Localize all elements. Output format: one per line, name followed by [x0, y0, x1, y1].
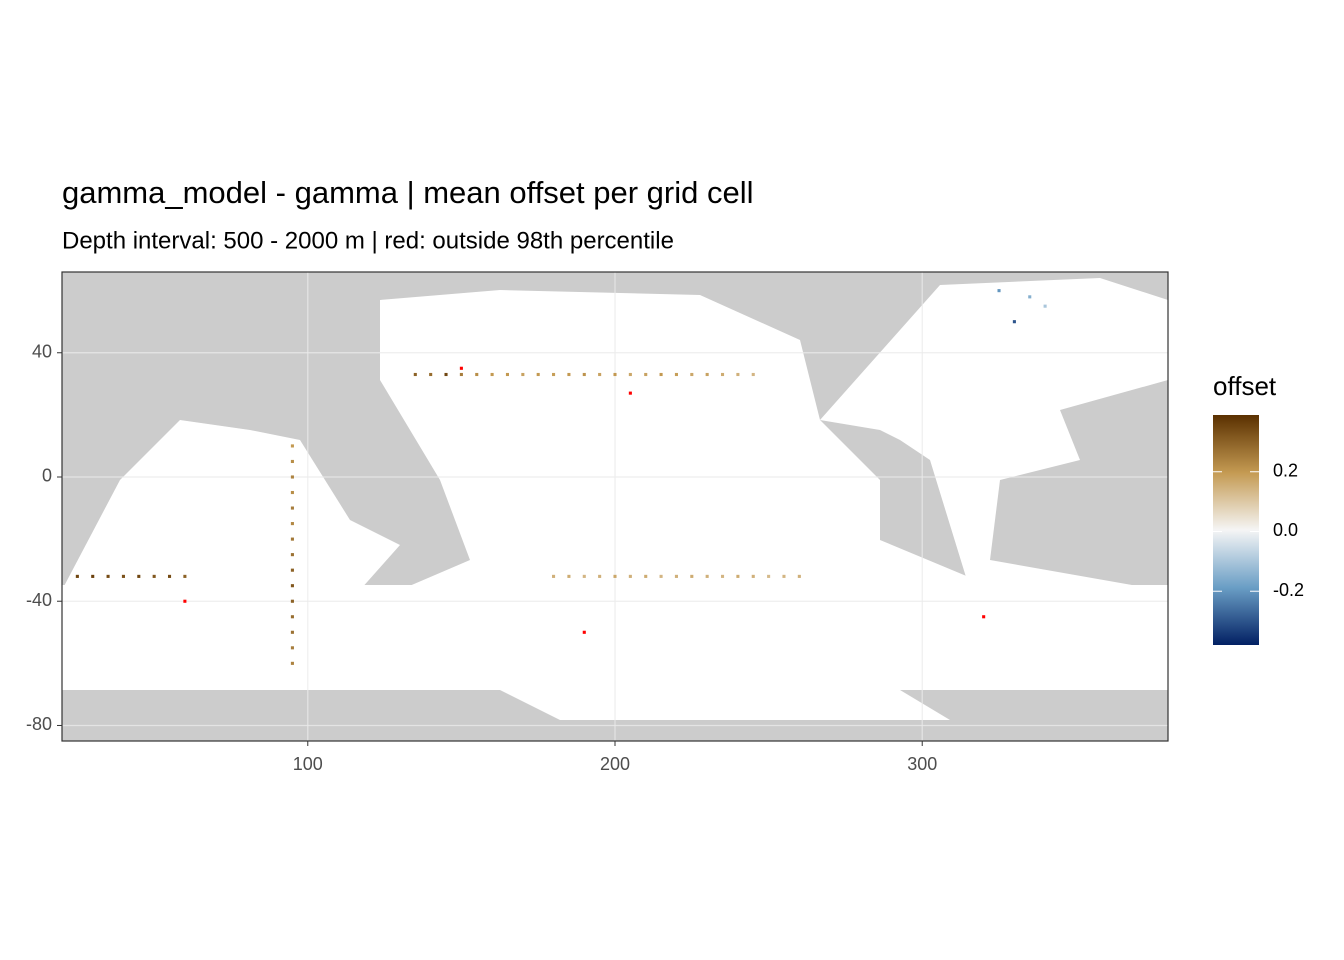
indian-ocean [62, 420, 400, 590]
grid-cell [152, 574, 156, 578]
grid-cell [290, 584, 294, 588]
grid-cell [552, 372, 556, 377]
grid-cell [674, 574, 678, 578]
grid-cell [705, 574, 709, 578]
grid-cell [628, 391, 632, 395]
x-tick-label: 100 [293, 754, 323, 774]
grid-cell [183, 574, 187, 578]
grid-cell [290, 490, 294, 495]
grid-cell [290, 630, 294, 634]
cells [75, 289, 1047, 665]
grid-cell [736, 574, 740, 578]
grid-cell [536, 372, 540, 377]
colorbar [1213, 415, 1259, 645]
grid-cell [290, 522, 294, 526]
grid-cell [644, 372, 648, 377]
grid [62, 272, 1168, 741]
grid-cell [690, 372, 694, 377]
grid-cell [613, 574, 617, 578]
grid-cell [91, 574, 95, 578]
grid-cell [490, 372, 494, 377]
grid-cell [1043, 304, 1047, 308]
grid-cell [751, 574, 755, 578]
grid-cell [290, 646, 294, 650]
grid-cell [628, 372, 632, 377]
y-tick-label: -80 [26, 714, 52, 734]
grid-cell [598, 574, 602, 578]
grid-cell [505, 372, 510, 377]
grid-cell [167, 574, 172, 578]
grid-cell [736, 372, 740, 377]
grid-cell [705, 372, 709, 377]
grid-cell [475, 372, 479, 377]
grid-cell [290, 444, 294, 448]
grid-cell [644, 574, 648, 578]
chart-subtitle: Depth interval: 500 - 2000 m | red: outs… [62, 227, 674, 254]
grid-cell [121, 574, 125, 578]
grid-cell [582, 574, 586, 578]
grid-cell [459, 372, 463, 377]
grid-cell [598, 372, 602, 377]
grid-cell [720, 574, 725, 578]
grid-cell [429, 372, 433, 377]
grid-cell [751, 372, 755, 377]
grid-cell [552, 574, 556, 578]
grid-cell [183, 599, 187, 603]
y-tick-label: 40 [32, 342, 52, 362]
grid-cell [290, 537, 294, 541]
legend: 0.2 0.0 -0.2 [1213, 461, 1304, 600]
colorbar-label: 0.2 [1273, 461, 1298, 481]
grid-cell [413, 372, 417, 377]
grid-cell [567, 574, 571, 578]
grid-cell [290, 506, 294, 510]
grid-cell [582, 630, 586, 634]
grid-cell [1012, 320, 1016, 324]
grid-cell [290, 459, 294, 464]
y-tick-label: 0 [42, 466, 52, 486]
pacific-ocean [380, 290, 1000, 590]
grid-cell [690, 574, 694, 578]
grid-cell [767, 574, 771, 578]
grid-cell [290, 475, 294, 479]
grid-cell [982, 615, 986, 619]
grid-cell [290, 661, 294, 665]
grid-cell [290, 599, 294, 603]
chart-title: gamma_model - gamma | mean offset per gr… [62, 175, 754, 210]
grid-cell [720, 372, 725, 377]
grid-cell [797, 574, 801, 578]
grid-cell [459, 366, 463, 370]
grid-cell [1028, 295, 1032, 299]
legend-title: offset [1213, 371, 1277, 401]
grid-cell [659, 372, 663, 377]
x-tick-label: 200 [600, 754, 630, 774]
grid-cell [444, 372, 448, 377]
grid-cell [674, 372, 678, 377]
grid-cell [582, 372, 586, 377]
atlantic-ocean [820, 278, 1168, 590]
grid-cell [997, 289, 1001, 293]
grid-cell [567, 372, 571, 377]
grid-cell [137, 574, 141, 578]
grid-cell [290, 615, 294, 619]
grid-cell [659, 574, 663, 578]
grid-cell [782, 574, 786, 578]
x-tick-label: 300 [907, 754, 937, 774]
grid-cell [75, 574, 79, 578]
colorbar-label: 0.0 [1273, 520, 1298, 540]
y-tick-label: -40 [26, 590, 52, 610]
grid-cell [290, 568, 294, 572]
grid-cell [290, 553, 294, 557]
colorbar-label: -0.2 [1273, 580, 1304, 600]
ross-sea [500, 690, 950, 720]
grid-cell [613, 372, 617, 377]
grid-cell [521, 372, 525, 377]
grid-cell [628, 574, 632, 578]
grid-cell [106, 574, 110, 578]
